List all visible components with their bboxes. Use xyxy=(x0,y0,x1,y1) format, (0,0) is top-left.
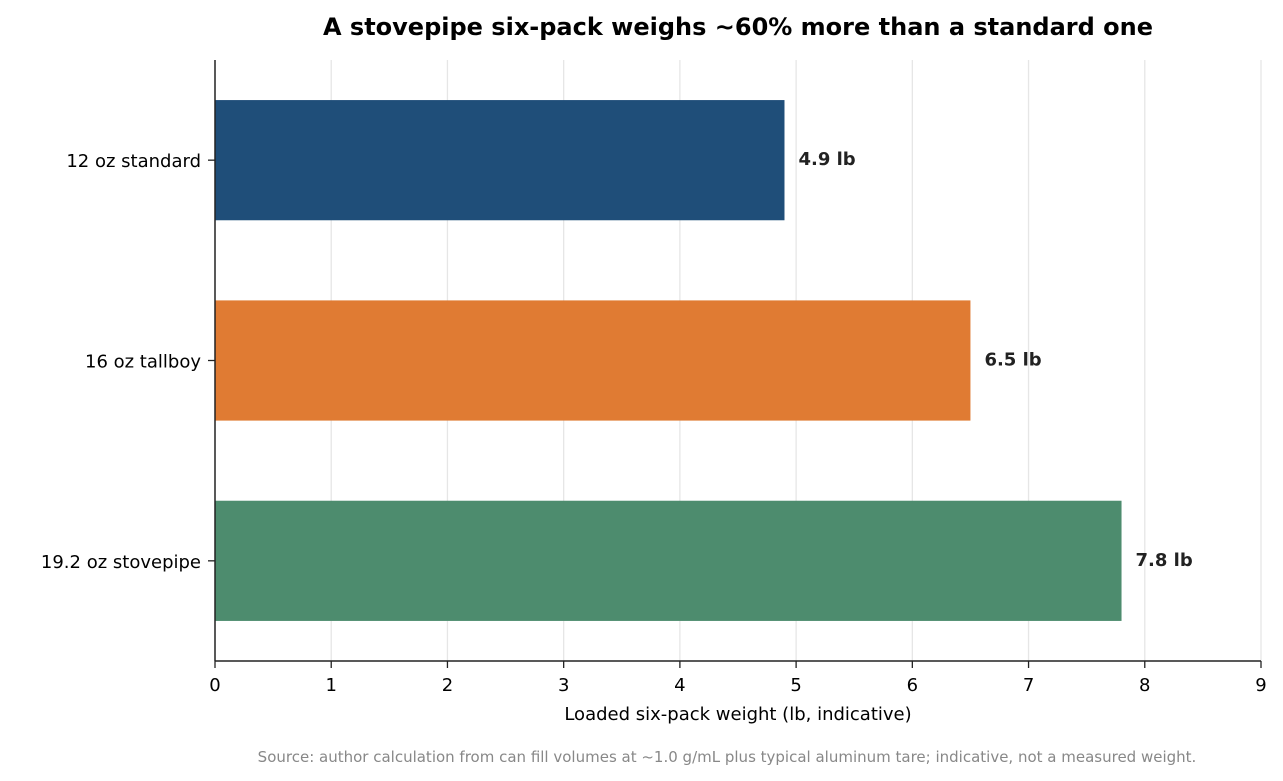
y-ticks: 12 oz standard 16 oz tallboy 19.2 oz stove… xyxy=(41,151,215,573)
y-tick-label: 16 oz tallboy xyxy=(85,352,201,373)
x-tick-label: 6 xyxy=(907,675,918,696)
x-tick-label: 9 xyxy=(1255,675,1266,696)
x-ticks: 0 1 2 3 4 5 6 7 8 9 xyxy=(209,661,1267,696)
x-tick-label: 0 xyxy=(209,675,220,696)
bars: 4.9 lb 6.5 lb 7.8 lb xyxy=(215,100,1193,621)
x-tick-label: 5 xyxy=(790,675,801,696)
data-label: 6.5 lb xyxy=(984,350,1041,371)
bar xyxy=(215,300,971,421)
x-tick-label: 7 xyxy=(1023,675,1034,696)
x-tick-label: 1 xyxy=(325,675,336,696)
bar xyxy=(215,100,785,221)
x-tick-label: 4 xyxy=(674,675,685,696)
bar xyxy=(215,500,1122,621)
x-axis-label: Loaded six-pack weight (lb, indicative) xyxy=(564,704,911,725)
y-tick-label: 12 oz standard xyxy=(66,151,201,172)
x-tick-label: 3 xyxy=(558,675,569,696)
y-tick-label: 19.2 oz stovepipe xyxy=(41,552,201,573)
x-tick-label: 8 xyxy=(1139,675,1150,696)
data-label: 4.9 lb xyxy=(798,149,855,170)
x-tick-label: 2 xyxy=(442,675,453,696)
chart-title: A stovepipe six-pack weighs ~60% more th… xyxy=(323,13,1153,41)
source-note: Source: author calculation from can fill… xyxy=(258,748,1197,766)
data-label: 7.8 lb xyxy=(1136,550,1193,571)
